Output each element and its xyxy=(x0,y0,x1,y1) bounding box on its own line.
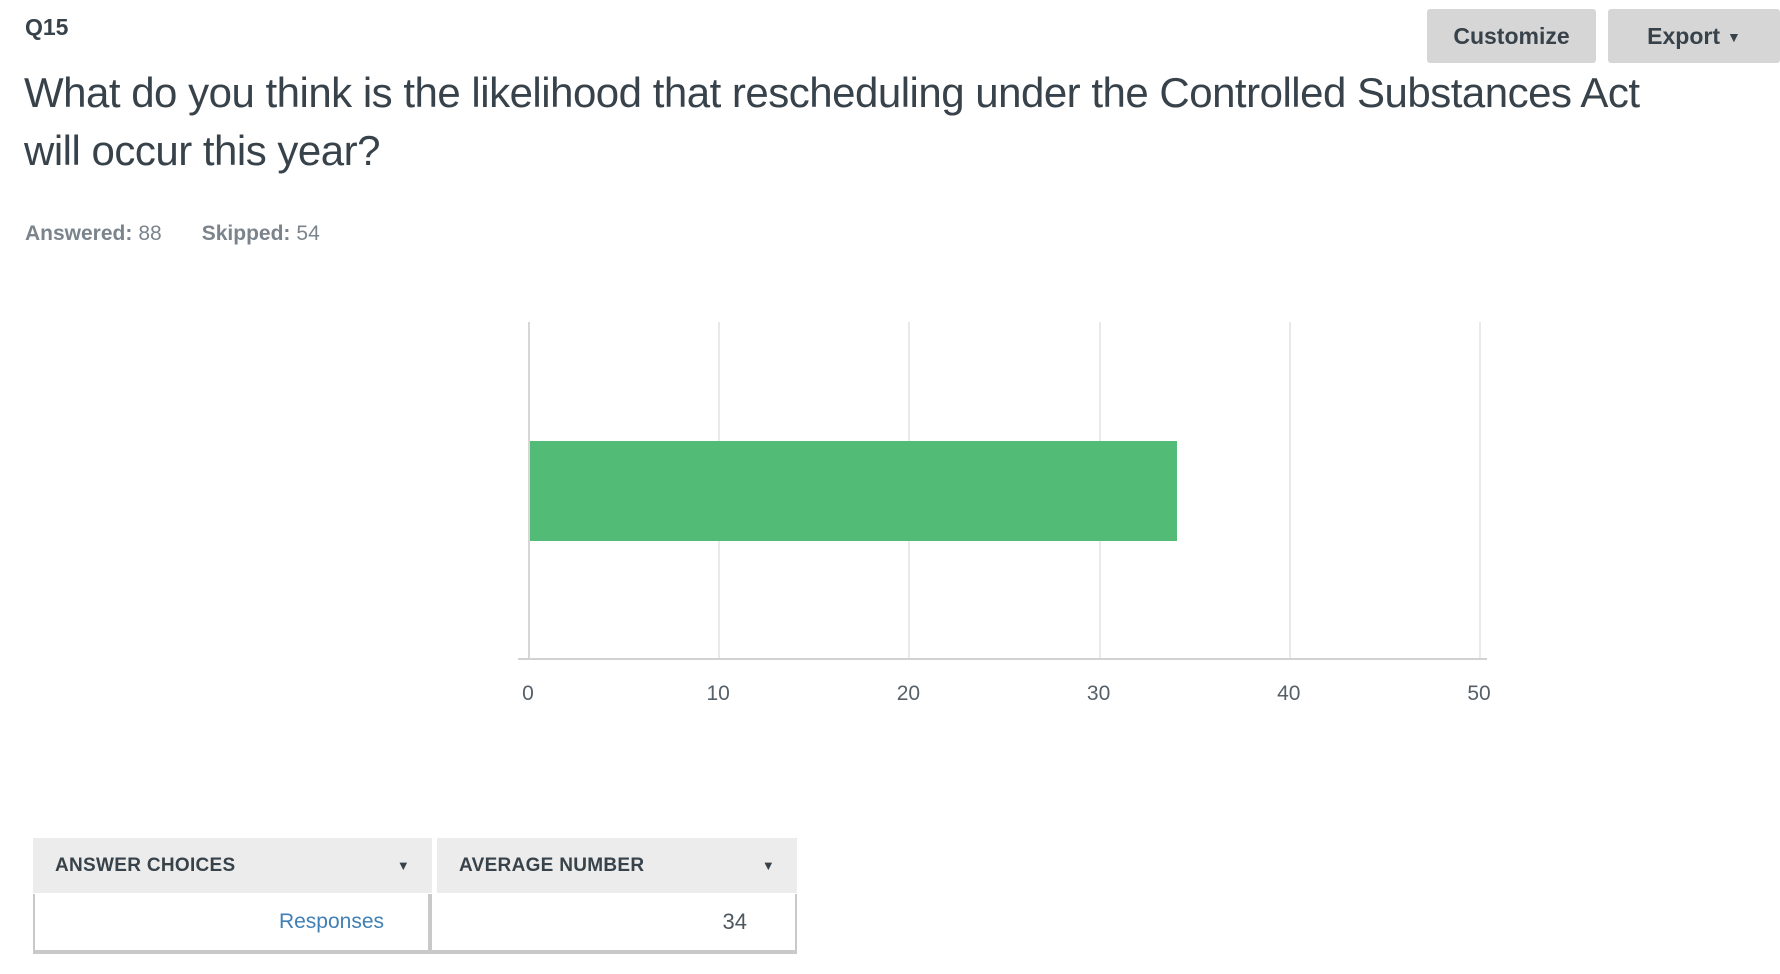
bar-chart: 0 10 20 30 40 50 xyxy=(518,322,1491,705)
x-axis-tick: 40 xyxy=(1277,682,1301,705)
sort-caret-icon[interactable]: ▼ xyxy=(396,858,410,873)
skipped-count: 54 xyxy=(296,222,320,245)
export-button-label: Export xyxy=(1647,22,1720,49)
results-table: ANSWER CHOICES ▼ AVERAGE NUMBER ▼ Respon… xyxy=(33,838,797,954)
x-axis-tick: 10 xyxy=(706,682,730,705)
question-title: What do you think is the likelihood that… xyxy=(24,69,1640,174)
responses-bar xyxy=(530,441,1177,541)
responses-link[interactable]: Responses xyxy=(278,910,384,933)
customize-button-label: Customize xyxy=(1453,22,1570,49)
caret-down-icon: ▼ xyxy=(1726,29,1741,45)
results-table-header: ANSWER CHOICES ▼ AVERAGE NUMBER ▼ xyxy=(33,838,797,893)
x-axis-tick: 20 xyxy=(896,682,921,705)
export-button[interactable]: Export ▼ xyxy=(1608,9,1780,63)
answered-count: 88 xyxy=(138,222,162,245)
x-axis-ticks: 0 10 20 30 40 50 xyxy=(522,682,1491,708)
skipped-label: Skipped: xyxy=(201,222,291,245)
customize-button[interactable]: Customize xyxy=(1427,9,1596,63)
answered-label: Answered: xyxy=(25,222,133,245)
x-axis-line xyxy=(518,658,1487,660)
column-header-label: AVERAGE NUMBER xyxy=(459,854,645,876)
gridline xyxy=(1288,322,1291,660)
answer-choice-cell: Responses xyxy=(35,894,432,950)
average-number-cell: 34 xyxy=(432,894,795,950)
gridline xyxy=(528,322,530,660)
column-header-average-number[interactable]: AVERAGE NUMBER ▼ xyxy=(437,838,797,893)
column-header-answer-choices[interactable]: ANSWER CHOICES ▼ xyxy=(33,838,432,893)
x-axis-tick: 30 xyxy=(1086,682,1111,705)
response-stats: Answered: 88 Skipped: 54 xyxy=(25,222,320,246)
table-row: Responses 34 xyxy=(33,894,797,954)
column-header-label: ANSWER CHOICES xyxy=(55,854,236,876)
question-number: Q15 xyxy=(25,14,69,40)
x-axis-tick: 0 xyxy=(522,682,534,705)
sort-caret-icon[interactable]: ▼ xyxy=(761,858,775,873)
gridline xyxy=(1479,322,1481,660)
average-number-value: 34 xyxy=(722,909,747,934)
x-axis-tick: 50 xyxy=(1467,682,1491,705)
